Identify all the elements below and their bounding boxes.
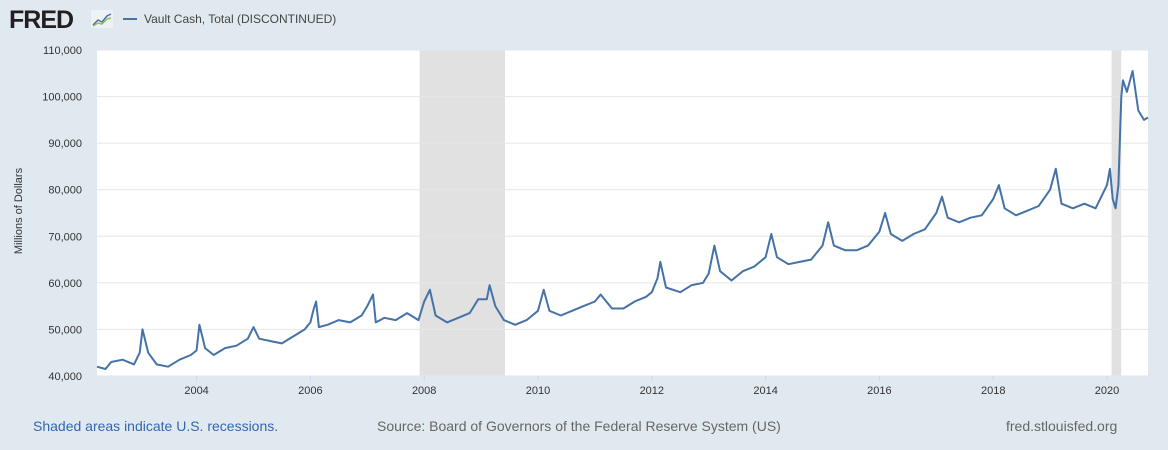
x-tick-label: 2012 — [640, 385, 664, 397]
y-tick-label: 110,000 — [43, 45, 82, 57]
plot-area — [97, 50, 1148, 376]
source-note: Source: Board of Governors of the Federa… — [377, 418, 781, 434]
y-tick-label: 60,000 — [48, 278, 82, 290]
y-tick-label: 50,000 — [48, 324, 82, 336]
chart: 40,000 50,000 60,000 70,000 80,000 90,000 100,… — [42, 45, 1149, 397]
x-tick-label: 2010 — [526, 385, 550, 397]
x-tick-label: 2018 — [981, 385, 1005, 397]
x-tick-label: 2016 — [867, 385, 891, 397]
y-tick-label: 70,000 — [48, 231, 82, 243]
legend-swatch — [123, 18, 137, 20]
y-tick-label: 90,000 — [48, 138, 82, 150]
recession-band — [1111, 50, 1122, 376]
chart-legend: Vault Cash, Total (DISCONTINUED) — [123, 12, 336, 26]
fred-chart-icon — [91, 10, 113, 28]
series-line — [96, 70, 1149, 370]
recession-band — [419, 50, 505, 376]
y-tick-label: 80,000 — [48, 185, 82, 197]
legend-label[interactable]: Vault Cash, Total (DISCONTINUED) — [144, 12, 337, 26]
x-tick-label: 2008 — [412, 385, 436, 397]
x-tick-label: 2006 — [298, 385, 322, 397]
y-tick-label: 40,000 — [48, 371, 82, 383]
site-link[interactable]: fred.stlouisfed.org — [1006, 418, 1118, 434]
x-tick-label: 2014 — [753, 385, 777, 397]
x-tick-label: 2020 — [1095, 385, 1119, 397]
y-tick-label: 100,000 — [42, 92, 82, 104]
fred-logo[interactable]: FRED — [9, 6, 74, 34]
x-tick-label: 2004 — [184, 385, 208, 397]
recession-note[interactable]: Shaded areas indicate U.S. recessions. — [33, 418, 279, 434]
